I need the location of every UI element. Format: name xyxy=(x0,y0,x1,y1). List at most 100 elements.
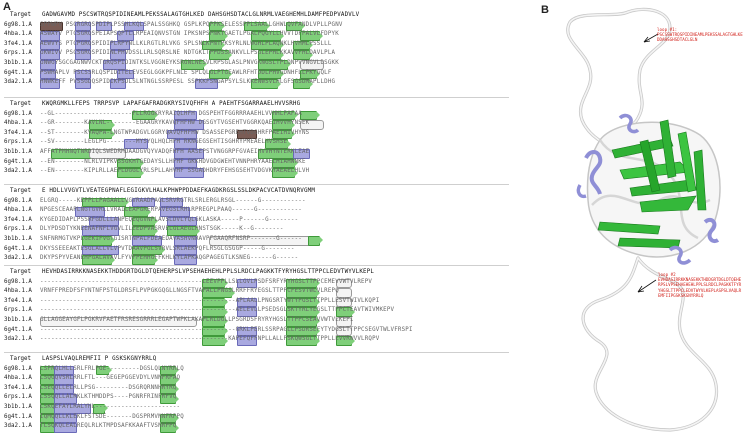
loop2-annotation: loop #2 EVHDASIRRKKNASEKKTHDDGRTDGLDTQEH… xyxy=(658,272,742,298)
loop1-sequence: PSCSSWTRQSPIDINEAMLPEKSSALAGTGHLKEDDAHSG… xyxy=(657,32,743,43)
strand-marker xyxy=(201,288,236,298)
template-id: 3da2.1.A xyxy=(4,423,32,430)
strand-marker xyxy=(201,336,229,346)
template-id: 6g98.1.A xyxy=(4,365,32,372)
block-divider xyxy=(4,265,509,266)
template-sequence: LSEQQLLELRLLPSG---------DSGRQRNNHRYRQ xyxy=(40,384,177,391)
template-sequence: ELGRQ-----KEPPLLPAGAALLVGVRAADPAGLSRVRGT… xyxy=(40,197,306,204)
helix-marker xyxy=(117,31,134,41)
strand-marker xyxy=(293,40,313,51)
strand-marker xyxy=(251,31,285,41)
helix-marker xyxy=(75,69,92,80)
strand-marker xyxy=(293,79,313,89)
helix-marker xyxy=(40,31,60,41)
template-id: 6rps.1.A xyxy=(4,307,32,314)
template-id: 3fe4.1.A xyxy=(4,384,32,391)
strand-marker xyxy=(82,197,130,208)
strand-marker xyxy=(307,235,323,246)
strand-marker xyxy=(286,316,320,327)
helix-marker xyxy=(54,384,74,395)
template-sequence: VRNFFPREDFSFYNTNFPSTGLDRSFLPVPGKGQGLLNGS… xyxy=(40,288,339,295)
template-sequence: LSSQQLLALRKLKTHMDDPS----PGNRFRINFRFVQ xyxy=(40,394,177,401)
template-sequence: LSKQEFAYLRALYHL----------------------- xyxy=(40,403,181,410)
disorder-marker xyxy=(237,129,257,140)
strand-marker xyxy=(117,158,144,169)
template-id: 3b1b.1.A xyxy=(4,148,32,155)
target-label: Target xyxy=(10,269,31,275)
strand-marker xyxy=(89,120,116,130)
strand-marker xyxy=(201,326,229,337)
template-sequence: IQMQQLLKLEKLFSTSDE-------DGSPRMVNNFRPPQ xyxy=(40,413,184,420)
helix-marker xyxy=(237,297,257,308)
template-sequence: GKWIVV PSCSGRQSPIDINLPHVDSSLLRLSQRSLNE N… xyxy=(40,50,336,57)
target-label: Target xyxy=(10,101,31,107)
template-sequence: LSPRQLHLLSRLFRLPGE---------DGSLQLNYRRLQ xyxy=(40,365,184,372)
protein-ribbon-structure xyxy=(566,7,721,432)
panel-b-label: B xyxy=(541,4,549,16)
block-divider xyxy=(4,184,509,185)
template-sequence: TLSQKQLEALREQLRLKTMPDSAFKKAAFTVSNRPPQ xyxy=(40,423,177,430)
helix-marker xyxy=(131,235,162,246)
strand-marker xyxy=(131,245,165,256)
template-id: 4hba.1.A xyxy=(4,288,32,295)
template-sequence: AEWVYS PTCPGRQSPIDIPLRPYNLLKLRGTLRLVKG S… xyxy=(40,40,332,47)
template-sequence: ----------------------------------------… xyxy=(40,326,413,333)
helix-marker xyxy=(124,21,145,32)
strand-marker xyxy=(286,297,320,308)
helix-marker xyxy=(103,59,127,70)
strand-marker xyxy=(131,216,158,227)
template-id: 3b1b.1.A xyxy=(4,403,32,410)
block-divider xyxy=(4,352,509,353)
strand-marker xyxy=(159,365,179,376)
strand-marker xyxy=(300,69,320,80)
template-id: 3b1b.1.A xyxy=(4,59,32,66)
strand-marker xyxy=(272,129,295,140)
coil-marker xyxy=(300,120,324,130)
template-sequence: PSWHAPLV PSCSSRLQSPIDITELEVSEGLGGKPFLNLE… xyxy=(40,69,332,76)
template-id: 6g98.1.A xyxy=(4,110,32,117)
template-sequence: LSQGQVSRLRRLFTL---GEGEPGGEVDYLVNNFRPAQ xyxy=(40,375,181,382)
strand-marker xyxy=(159,384,179,395)
template-id: 3fe4.1.A xyxy=(4,129,32,136)
strand-marker xyxy=(159,423,179,433)
helix-marker xyxy=(173,245,197,256)
template-sequence: NPGESCEAAPLNGTGVRLLVRAILEAPGRERPAVEGSLRH… xyxy=(40,207,302,214)
template-sequence: --GL---------------------FLLRGGKRYRAIQLH… xyxy=(40,110,302,117)
block-divider xyxy=(4,97,509,98)
coil-marker xyxy=(335,297,352,308)
template-sequence: ASWAYV PTCSGRQSPEIAPSQPTLLRPEAIQNVSTGN I… xyxy=(40,31,339,38)
template-id: 6g4t.1.A xyxy=(4,326,32,333)
template-id: 4hba.1.A xyxy=(4,375,32,382)
target-label: Target xyxy=(10,188,31,194)
strand-marker xyxy=(300,110,320,121)
strand-marker xyxy=(272,110,299,121)
helix-marker xyxy=(237,307,257,317)
template-sequence: --EN--------KIPLRLLAEPLDGGLYRLSPLLAHVHF … xyxy=(40,168,310,175)
strand-marker xyxy=(201,278,229,289)
helix-marker xyxy=(75,31,92,41)
loop1-label: loop #1: xyxy=(657,27,678,32)
strand-marker xyxy=(159,413,179,424)
strand-marker xyxy=(201,297,229,308)
template-sequence: --GR--------KAVLNL--------EGAAGRYKAVQFHF… xyxy=(40,120,310,127)
template-id: 3fe4.1.A xyxy=(4,216,32,223)
coil-marker xyxy=(300,59,324,70)
helix-marker xyxy=(82,226,120,236)
strand-marker xyxy=(208,31,229,41)
template-sequence: --EN--------NLRLVIPKVSSGKHTGEDAYSLLHFHF … xyxy=(40,158,306,165)
template-sequence: ----------------------------------------… xyxy=(40,297,380,304)
helix-marker xyxy=(75,40,92,51)
helix-marker xyxy=(166,129,197,140)
template-sequence: KYGEDIDAPLPSSRFGDLLLANPEQEQGVNPLAVSLDVLY… xyxy=(40,216,299,223)
helix-marker xyxy=(40,40,60,51)
helix-marker xyxy=(54,423,78,433)
strand-marker xyxy=(117,168,144,178)
helix-marker xyxy=(131,197,155,208)
template-id: 6rps.1.A xyxy=(4,50,32,57)
target-sequence: GADWGAVMD PSCSWTRQSPIDINEAMLPEKSSALAGTGH… xyxy=(42,12,360,18)
template-sequence: SPPWPV PSCRGRQSPDIPLPSSHLKQLSPALSSGHKQ G… xyxy=(40,21,343,28)
strand-marker xyxy=(272,158,299,169)
helix-marker xyxy=(40,69,57,80)
strand-marker xyxy=(251,79,281,89)
strand-marker xyxy=(124,207,151,217)
